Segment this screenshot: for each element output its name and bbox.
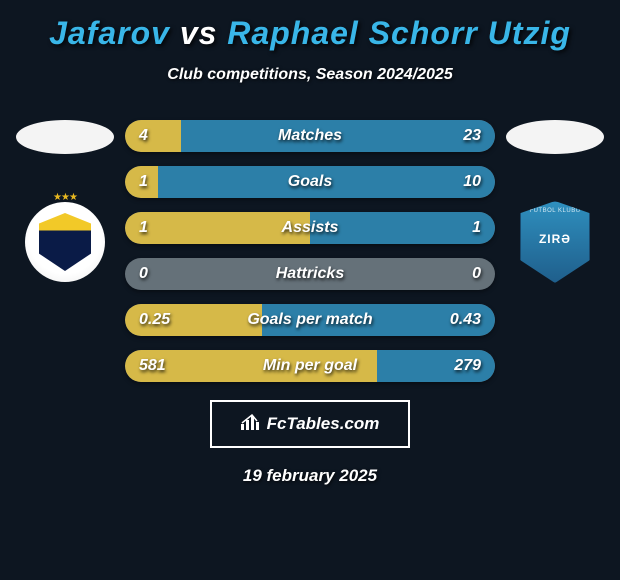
right-player-oval — [506, 120, 604, 154]
right-club-badge: FUTBOL KLUBU ZIRƏ — [515, 202, 595, 282]
stat-label: Goals — [125, 166, 495, 198]
right-badge-shield-icon: FUTBOL KLUBU ZIRƏ — [520, 201, 590, 283]
stat-bar: 423Matches — [125, 120, 495, 152]
left-badge-stars-icon: ★★★ — [53, 192, 77, 203]
stat-label: Hattricks — [125, 258, 495, 290]
source-text: FcTables.com — [267, 414, 380, 434]
stat-bar: 581279Min per goal — [125, 350, 495, 382]
infographic-container: Jafarov vs Raphael Schorr Utzig Club com… — [0, 0, 620, 496]
left-player-column: ★★★ — [11, 120, 119, 282]
stat-bar: 110Goals — [125, 166, 495, 198]
title-player1: Jafarov — [49, 15, 170, 51]
stat-bar: 0.250.43Goals per match — [125, 304, 495, 336]
left-club-badge: ★★★ — [25, 202, 105, 282]
title-vs: vs — [180, 15, 218, 51]
left-badge-shield-icon — [39, 213, 91, 271]
stat-label: Assists — [125, 212, 495, 244]
main-row: ★★★ 423Matches 110Goals 11Assists 00Hattric… — [0, 120, 620, 382]
source-badge: FcTables.com — [210, 400, 410, 448]
chart-icon — [241, 414, 261, 435]
title-player2: Raphael Schorr Utzig — [227, 15, 571, 51]
stat-bars-column: 423Matches 110Goals 11Assists 00Hattricks 0.… — [125, 120, 495, 382]
right-player-column: FUTBOL KLUBU ZIRƏ — [501, 120, 609, 282]
stat-label: Min per goal — [125, 350, 495, 382]
page-title: Jafarov vs Raphael Schorr Utzig — [0, 15, 620, 52]
footer-date: 19 february 2025 — [0, 466, 620, 486]
right-badge-text: ZIRƏ — [539, 232, 571, 246]
subtitle: Club competitions, Season 2024/2025 — [0, 66, 620, 84]
stat-label: Matches — [125, 120, 495, 152]
stat-bar: 00Hattricks — [125, 258, 495, 290]
stat-label: Goals per match — [125, 304, 495, 336]
left-player-oval — [16, 120, 114, 154]
stat-bar: 11Assists — [125, 212, 495, 244]
right-badge-top-label: FUTBOL KLUBU — [529, 208, 580, 214]
